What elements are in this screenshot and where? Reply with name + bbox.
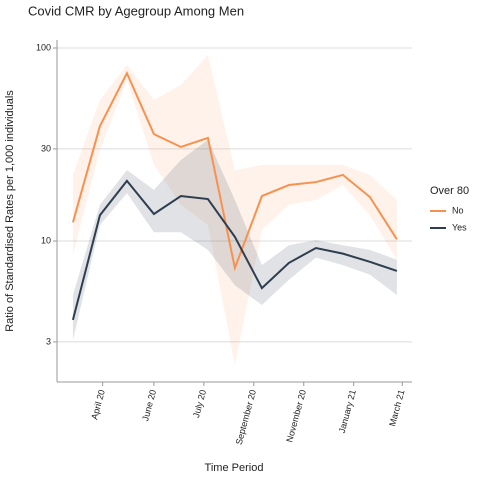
y-tick-label: 30 xyxy=(41,143,51,153)
series-line xyxy=(71,70,398,272)
series-line xyxy=(71,179,398,321)
x-axis-label: Time Period xyxy=(205,462,264,474)
legend-title: Over 80 xyxy=(430,185,469,197)
y-tick-label: 10 xyxy=(41,235,51,245)
confidence-band xyxy=(72,139,397,340)
legend-label: No xyxy=(452,205,464,215)
chart-title: Covid CMR by Agegroup Among Men xyxy=(28,3,244,18)
y-axis-label: Ratio of Standardised Rates per 1,000 in… xyxy=(4,90,16,332)
legend-label: Yes xyxy=(452,222,467,232)
y-tick-label: 3 xyxy=(46,336,51,346)
y-tick-label: 100 xyxy=(36,42,51,52)
